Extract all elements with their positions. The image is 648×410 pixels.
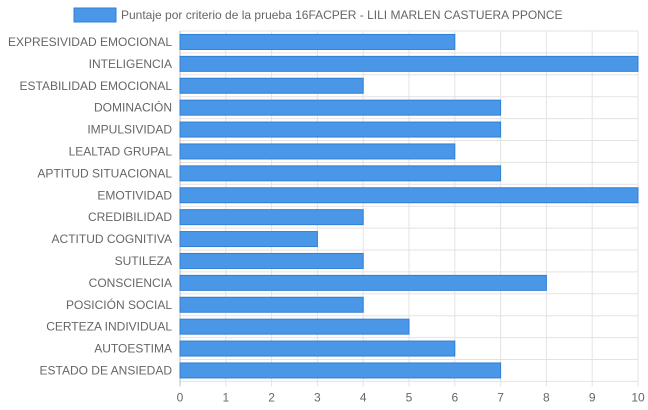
bar[interactable] xyxy=(179,121,502,138)
bar[interactable] xyxy=(179,77,364,94)
x-tick-label: 2 xyxy=(268,390,275,404)
x-tick-label: 8 xyxy=(543,390,550,404)
bar[interactable] xyxy=(179,362,502,379)
legend-swatch xyxy=(73,7,117,23)
bar[interactable] xyxy=(179,274,547,291)
bar[interactable] xyxy=(179,99,502,116)
x-tick-label: 9 xyxy=(589,390,596,404)
x-tick-label: 4 xyxy=(360,390,367,404)
bar[interactable] xyxy=(179,55,639,72)
bar[interactable] xyxy=(179,340,456,357)
y-tick-label: CONSCIENCIA xyxy=(89,276,172,290)
x-axis-labels: 0 1 2 3 4 5 6 7 8 9 10 xyxy=(177,390,645,404)
y-tick-label: AUTOESTIMA xyxy=(94,342,172,356)
y-tick-label: DOMINACIÓN xyxy=(94,100,172,115)
bar[interactable] xyxy=(179,318,410,335)
y-tick-label: EMOTIVIDAD xyxy=(97,188,172,202)
y-tick-label: CERTEZA INDIVIDUAL xyxy=(46,320,172,334)
chart-legend[interactable]: Puntaje por criterio de la prueba 16FACP… xyxy=(73,7,563,23)
x-tick-label: 0 xyxy=(177,390,184,404)
bar[interactable] xyxy=(179,252,364,269)
y-tick-label: ESTADO DE ANSIEDAD xyxy=(40,363,173,377)
y-tick-label: LEALTAD GRUPAL xyxy=(69,144,173,158)
x-tick-label: 1 xyxy=(222,390,229,404)
y-tick-label: INTELIGENCIA xyxy=(89,57,172,71)
x-tick-label: 5 xyxy=(406,390,413,404)
legend-label: Puntaje por criterio de la prueba 16FACP… xyxy=(121,8,563,22)
x-tick-label: 7 xyxy=(497,390,504,404)
bar[interactable] xyxy=(179,209,364,226)
bar[interactable] xyxy=(179,33,456,50)
x-tick-label: 6 xyxy=(451,390,458,404)
y-tick-label: POSICIÓN SOCIAL xyxy=(66,297,172,312)
bar[interactable] xyxy=(179,143,456,160)
y-tick-label: IMPULSIVIDAD xyxy=(87,123,172,137)
y-axis-labels: EXPRESIVIDAD EMOCIONAL INTELIGENCIA ESTABI… xyxy=(8,35,172,378)
y-tick-label: ESTABILIDAD EMOCIONAL xyxy=(20,79,173,93)
bar[interactable] xyxy=(179,231,318,248)
x-tick-label: 10 xyxy=(631,390,645,404)
bar-group xyxy=(179,33,639,379)
y-tick-label: APTITUD SITUACIONAL xyxy=(37,166,172,180)
y-tick-label: ACTITUD COGNITIVA xyxy=(52,232,172,246)
y-tick-label: EXPRESIVIDAD EMOCIONAL xyxy=(8,35,172,49)
bar[interactable] xyxy=(179,187,639,204)
y-tick-label: SUTILEZA xyxy=(115,254,172,268)
bar[interactable] xyxy=(179,296,364,313)
y-tick-label: CREDIBILIDAD xyxy=(88,210,172,224)
x-tick-label: 3 xyxy=(314,390,321,404)
bar[interactable] xyxy=(179,165,502,182)
